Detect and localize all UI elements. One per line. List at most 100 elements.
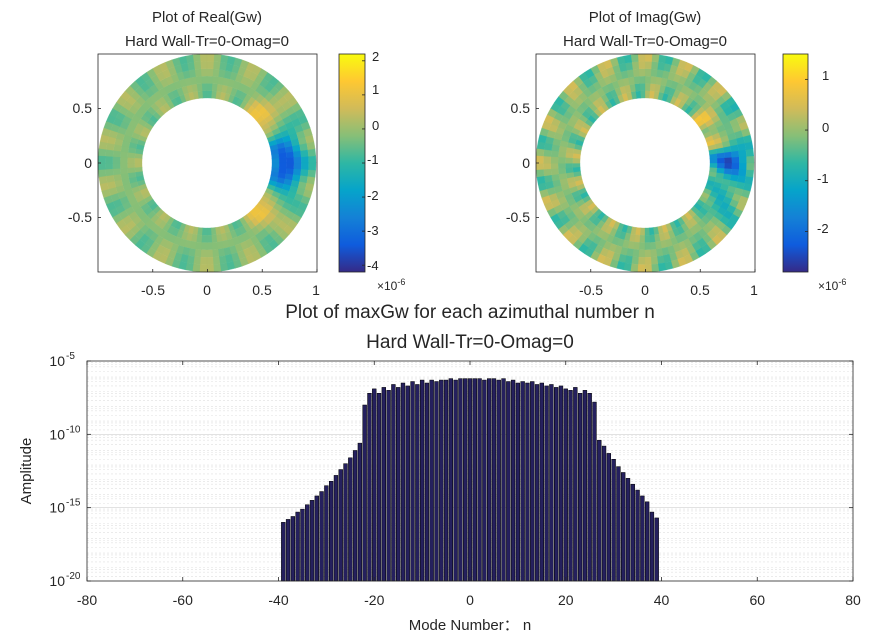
bar — [515, 382, 521, 582]
ring-cell — [97, 162, 106, 171]
ring-cell — [127, 152, 136, 159]
real-axis-ticks — [98, 108, 318, 272]
bar — [530, 381, 535, 582]
real-colorbar-tick-label: 0 — [372, 118, 379, 133]
ring-cell — [200, 256, 208, 265]
ring-cell — [535, 162, 544, 171]
ring-cell — [293, 168, 302, 176]
real-xtick-label: 0 — [203, 282, 211, 298]
ring-cell — [745, 169, 754, 178]
bar-chart-panel: Plot of maxGw for each azimuthal number … — [18, 302, 861, 634]
real-gw-panel: Plot of Real(Gw) Hard Wall-Tr=0-Omag=0 -… — [68, 9, 406, 298]
bar — [573, 387, 578, 582]
bar — [472, 378, 477, 582]
bar — [625, 478, 631, 582]
y-tick-exponent: -5 — [66, 351, 75, 362]
bar — [285, 519, 291, 582]
bar — [410, 381, 415, 582]
ring-cell — [572, 158, 581, 164]
ring-cell — [197, 227, 204, 236]
ring-cell — [543, 162, 552, 171]
ring-cell — [112, 156, 121, 164]
y-tick-exponent: -10 — [66, 424, 81, 435]
ring-cell — [202, 227, 208, 236]
ring-cell — [746, 162, 755, 171]
ring-cell — [210, 90, 217, 99]
ring-cell — [731, 156, 740, 164]
bar — [415, 384, 420, 582]
ring-cell — [717, 162, 725, 169]
bar — [381, 387, 386, 582]
ring-cell — [649, 76, 657, 85]
ring-cell — [637, 61, 646, 70]
bar — [486, 378, 492, 582]
real-colorbar-tick-label: -2 — [367, 188, 379, 203]
y-tick-label: 10 — [49, 353, 65, 369]
bar — [549, 384, 554, 582]
ring-cell — [536, 148, 545, 157]
ring-cell — [206, 83, 213, 91]
imag-axis-ticks — [536, 108, 756, 272]
imag-colorbar-tick-label: -2 — [817, 221, 829, 236]
imag-plot-subtitle: Hard Wall-Tr=0-Omag=0 — [563, 33, 727, 50]
ring-cell — [211, 83, 218, 92]
ring-cell — [634, 234, 641, 243]
bar — [520, 381, 525, 582]
bar — [391, 384, 396, 582]
ring-cell — [112, 162, 121, 170]
ring-cell — [97, 155, 106, 164]
real-colorbar-tick-label: 1 — [372, 82, 379, 97]
ring-cell — [119, 157, 128, 164]
ring-cell — [285, 167, 294, 175]
bar — [448, 378, 454, 582]
imag-colorbar-tick-label: 0 — [822, 120, 829, 135]
ring-cell — [206, 61, 214, 70]
imag-colorbar-multiplier: ×10-6 — [818, 277, 846, 293]
real-ytick-label: 0.5 — [73, 100, 93, 116]
bar — [295, 511, 300, 582]
real-xtick-label: 1 — [312, 282, 320, 298]
ring-cell — [565, 157, 573, 164]
bar — [300, 508, 305, 582]
ring-cell — [300, 162, 309, 170]
bar — [324, 485, 329, 582]
x-tick-label: 20 — [558, 592, 574, 608]
imag-colorbar — [782, 53, 809, 273]
ring-cell — [709, 162, 718, 168]
bar — [649, 511, 655, 582]
bar — [496, 379, 501, 582]
y-tick-label: 10 — [49, 573, 65, 589]
ring-cell — [134, 153, 143, 160]
bar — [582, 390, 588, 582]
bar — [419, 379, 425, 582]
ring-cell — [206, 53, 215, 62]
ring-cell — [206, 256, 215, 265]
ring-cell — [199, 61, 208, 70]
y-tick-label: 10 — [49, 500, 65, 516]
ring-cell — [709, 166, 718, 173]
ring-cell — [199, 53, 208, 62]
bar — [630, 483, 635, 582]
bar — [333, 475, 339, 582]
ring-cell — [644, 83, 651, 91]
bar — [592, 401, 597, 582]
bar — [640, 495, 645, 582]
real-plot-title: Plot of Real(Gw) — [152, 9, 262, 26]
ring-cell — [112, 150, 121, 158]
x-tick-label: 40 — [654, 592, 670, 608]
ring-cell — [632, 249, 640, 258]
ring-cell — [105, 162, 114, 171]
bar — [405, 385, 410, 582]
bar — [281, 522, 286, 582]
ring-cell — [550, 150, 559, 158]
ring-cell — [572, 153, 581, 160]
ring-cell — [724, 162, 733, 169]
imag-ytick-label: 0 — [522, 155, 530, 171]
imag-xtick-label: 0.5 — [690, 282, 710, 298]
bar-chart-title: Plot of maxGw for each azimuthal number … — [285, 302, 655, 323]
ring-cell — [98, 148, 107, 157]
imag-ytick-label: -0.5 — [506, 209, 530, 225]
bar — [558, 385, 564, 582]
